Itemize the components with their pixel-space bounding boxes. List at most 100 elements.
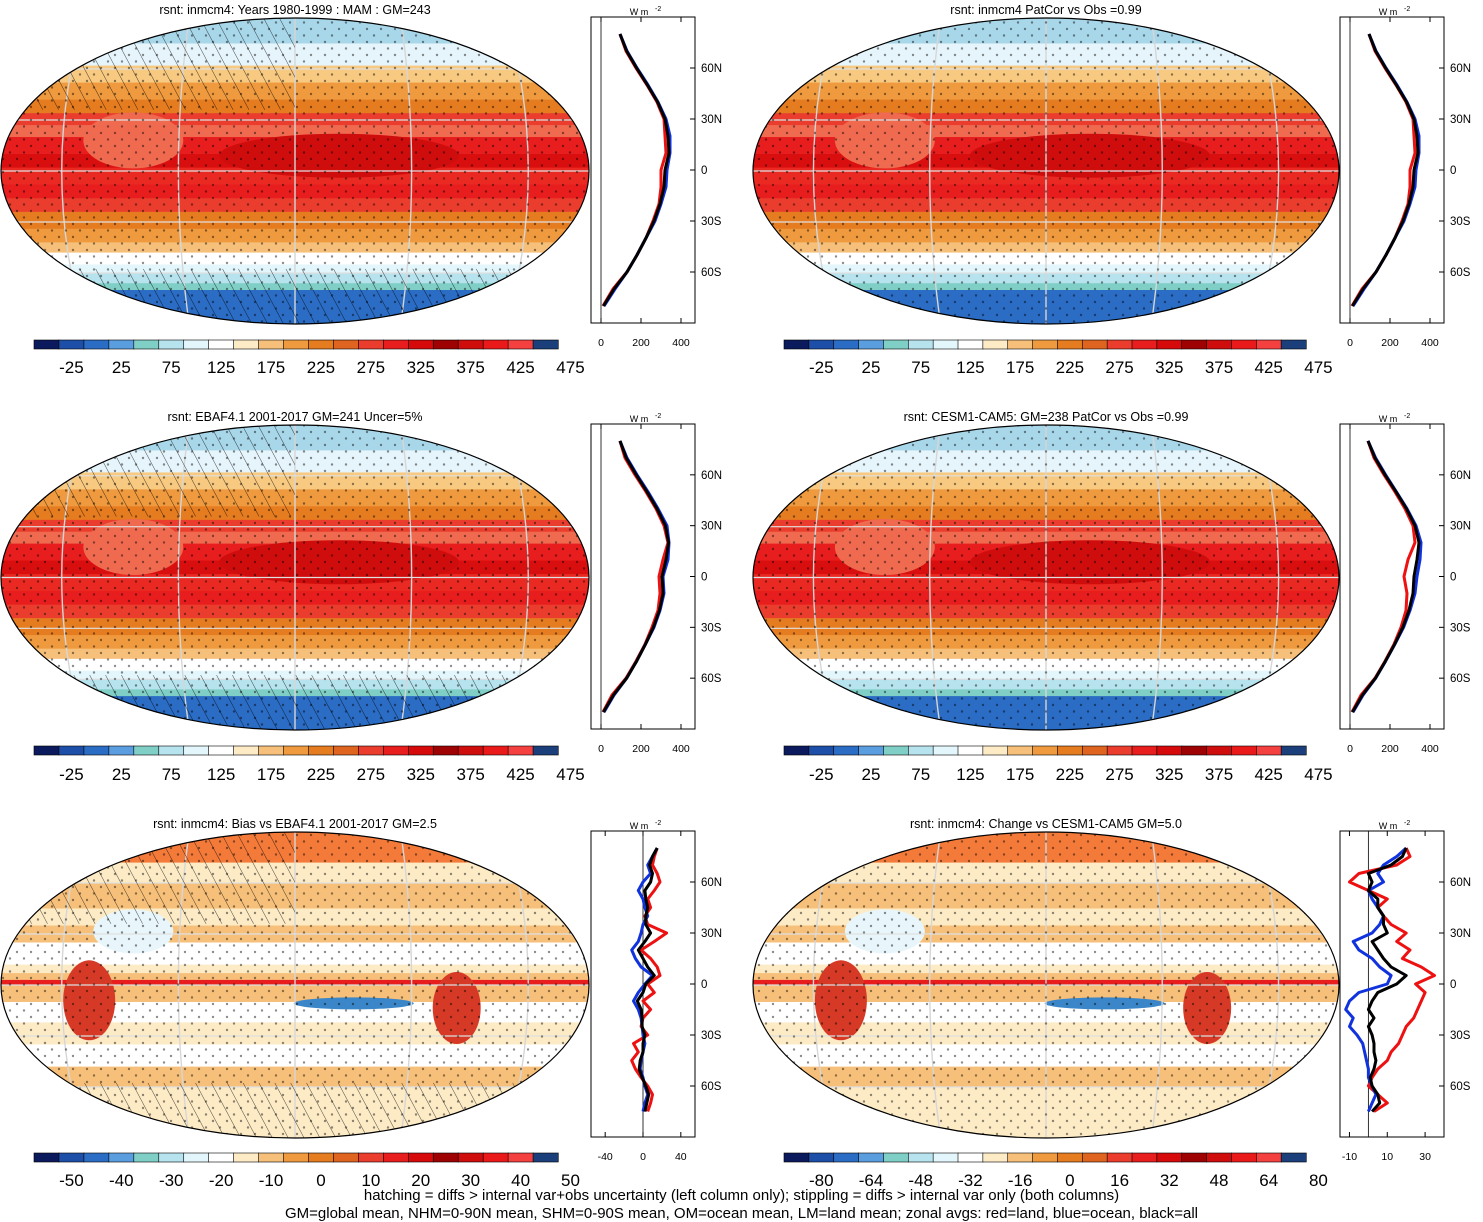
colorbar-label: 75: [162, 765, 181, 784]
colorbar-swatch: [208, 745, 235, 756]
colorbar-swatch: [783, 339, 810, 350]
colorbar-swatch: [1131, 1152, 1158, 1163]
colorbar-swatch: [283, 339, 310, 350]
colorbar-swatch: [183, 745, 210, 756]
colorbar-swatch: [383, 1152, 409, 1163]
colorbar-swatch: [957, 745, 984, 756]
colorbar-label: 225: [307, 765, 335, 784]
hatching: [1, 832, 295, 924]
x-tick-label: 400: [1421, 337, 1439, 349]
colorbar-swatch: [208, 1152, 235, 1163]
colorbar-swatch: [532, 745, 559, 756]
y-tick-label: 30S: [1450, 1030, 1471, 1042]
colorbar-swatch: [1057, 339, 1083, 350]
x-tick-label: 10: [1381, 1151, 1393, 1163]
unit-label: W m: [630, 821, 649, 831]
x-tick-label: 200: [632, 337, 650, 349]
x-tick-label: 30: [1419, 1151, 1431, 1163]
colorbar-swatch: [1206, 745, 1233, 756]
zonal-plot-p5: -40 0 40 60N 30N 0 30S 60S W m -2: [590, 820, 722, 1163]
colorbar-swatch: [33, 339, 60, 350]
map-outline: [0, 831, 590, 1139]
colorbar-label: 375: [1205, 358, 1233, 377]
colorbar-swatch: [532, 339, 559, 350]
colorbar-swatch: [1007, 1152, 1034, 1163]
unit-exponent: -2: [655, 6, 661, 13]
colorbar-swatch: [1007, 339, 1034, 350]
colorbar-swatch: [358, 745, 384, 756]
colorbar-label: 225: [1056, 765, 1084, 784]
colorbar-label: -20: [209, 1171, 234, 1190]
zonal-plot-p2: 0 200 400 60N 30N 0 30S 60S W m -2: [1339, 6, 1471, 349]
colorbar-swatch: [457, 1152, 484, 1163]
zonal-frame: [1339, 16, 1445, 324]
map-p5: rsnt: inmcm4: Bias vs EBAF4.1 2001-2017 …: [0, 817, 590, 1139]
colorbar-label: 40: [511, 1171, 530, 1190]
colorbar-swatch: [432, 1152, 459, 1163]
zonal-plot-p3: 0 200 400 60N 30N 0 30S 60S W m -2: [590, 413, 722, 755]
colorbar-swatch: [383, 339, 409, 350]
colorbar-label: 175: [1006, 358, 1034, 377]
colorbar-p1: -25 25 75 125 175 225 275 325 375 425 475: [33, 339, 585, 377]
y-tick-label: 30N: [701, 521, 722, 533]
unit-exponent: -2: [1404, 820, 1410, 827]
colorbar-label: 10: [361, 1171, 380, 1190]
colorbar-label: 75: [911, 765, 930, 784]
colorbar-swatch: [482, 745, 509, 756]
colorbar-swatch: [507, 745, 534, 756]
colorbar-swatch: [432, 745, 459, 756]
panel-title: rsnt: EBAF4.1 2001-2017 GM=241 Uncer=5%: [167, 410, 422, 424]
unit-label: W m: [630, 414, 649, 424]
colorbar-swatch: [233, 1152, 260, 1163]
x-tick-label: 0: [598, 337, 604, 349]
colorbar-label: -48: [908, 1171, 933, 1190]
colorbar-label: 64: [1259, 1171, 1278, 1190]
colorbar-label: 475: [556, 358, 584, 377]
colorbar-label: 175: [1006, 765, 1034, 784]
colorbar-swatch: [1255, 339, 1282, 350]
colorbar-label: 275: [1105, 358, 1133, 377]
colorbar-label: 50: [561, 1171, 580, 1190]
y-tick-label: 60N: [1450, 877, 1471, 889]
hatching: [1, 675, 589, 730]
colorbar-p6: -80 -64 -48 -32 -16 0 16 32 48 64 80: [783, 1152, 1328, 1190]
colorbar-swatch: [932, 745, 959, 756]
colorbar-swatch: [858, 745, 885, 756]
zonal-frame: [590, 16, 696, 324]
y-tick-label: 60S: [1450, 267, 1471, 279]
y-tick-label: 30S: [1450, 216, 1471, 228]
colorbar-swatch: [1280, 1152, 1307, 1163]
colorbar-label: 25: [862, 358, 881, 377]
colorbar-swatch: [1081, 745, 1108, 756]
x-tick-label: 0: [598, 743, 604, 755]
x-tick-label: 400: [1421, 743, 1439, 755]
colorbar-swatch: [333, 745, 359, 756]
stippling: [753, 425, 1339, 730]
colorbar-swatch: [308, 745, 335, 756]
unit-label: W m: [630, 7, 649, 17]
colorbar-swatch: [507, 1152, 534, 1163]
colorbar-swatch: [1032, 1152, 1059, 1163]
hatching: [1, 18, 295, 110]
colorbar-swatch: [258, 339, 285, 350]
colorbar-swatch: [482, 1152, 509, 1163]
colorbar-label: 75: [911, 358, 930, 377]
colorbar-swatch: [1106, 339, 1133, 350]
colorbar-swatch: [1156, 339, 1183, 350]
stippling: [753, 18, 1339, 324]
colorbar-label: 225: [1056, 358, 1084, 377]
colorbar-swatch: [432, 339, 459, 350]
colorbar-label: 80: [1309, 1171, 1328, 1190]
map-p6: rsnt: inmcm4: Change vs CESM1-CAM5 GM=5.…: [752, 817, 1340, 1139]
unit-label: W m: [1379, 821, 1398, 831]
colorbar-swatch: [1131, 745, 1158, 756]
colorbar-swatch: [1181, 339, 1208, 350]
colorbar-label: 225: [307, 358, 335, 377]
zonal-frame: [590, 423, 696, 730]
colorbar-swatch: [333, 1152, 359, 1163]
colorbar-swatch: [1081, 339, 1108, 350]
colorbar-swatch: [158, 339, 185, 350]
map-outline: [752, 831, 1340, 1139]
colorbar-label: 375: [1205, 765, 1233, 784]
